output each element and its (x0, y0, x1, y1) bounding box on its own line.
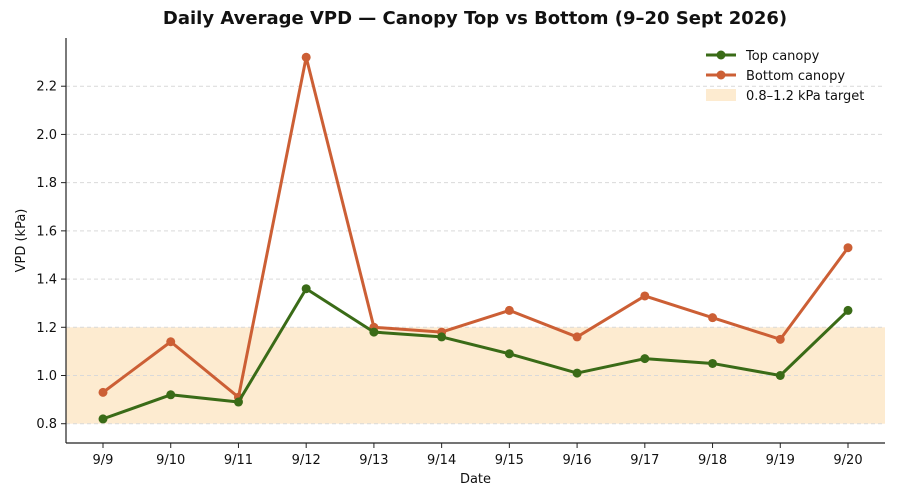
data-point (775, 334, 785, 344)
data-point (775, 371, 785, 380)
data-point (708, 358, 718, 368)
data-point (504, 305, 514, 315)
data-point (843, 243, 853, 253)
x-tick-label: 9/13 (359, 453, 388, 468)
data-point (437, 332, 447, 342)
data-point (640, 354, 650, 364)
x-tick-label: 9/12 (292, 453, 321, 468)
x-tick-label: 9/18 (698, 453, 727, 468)
chart-title: Daily Average VPD — Canopy Top vs Bottom… (162, 8, 788, 29)
data-point (843, 305, 853, 315)
x-tick-label: 9/9 (93, 453, 114, 468)
data-point (98, 387, 108, 397)
legend-item: Top canopy (706, 49, 820, 64)
y-tick-label: 2.2 (36, 80, 57, 95)
legend-marker (716, 70, 726, 80)
y-tick-label: 1.6 (36, 224, 57, 239)
series-line (102, 287, 850, 421)
legend-item: 0.8–1.2 kPa target (706, 89, 864, 104)
x-tick-label: 9/14 (427, 453, 456, 468)
x-tick-label: 9/15 (495, 453, 524, 468)
x-axis-label: Date (460, 472, 491, 487)
x-tick-label: 9/19 (766, 453, 795, 468)
x-tick-label: 9/10 (156, 453, 185, 468)
series-line (102, 55, 850, 399)
x-tick-label: 9/16 (562, 453, 591, 468)
x-tick-label: 9/20 (833, 453, 862, 468)
data-point (301, 52, 311, 62)
data-point (708, 313, 718, 323)
data-point (166, 390, 176, 400)
legend-label: Top canopy (745, 49, 820, 64)
y-tick-label: 2.0 (36, 128, 57, 143)
data-point (572, 368, 582, 378)
data-point (640, 291, 650, 301)
legend-label: 0.8–1.2 kPa target (746, 89, 864, 104)
data-point (233, 397, 243, 407)
series-top-canopy (98, 284, 853, 424)
series-bottom-canopy (98, 52, 853, 402)
y-tick-label: 1.2 (36, 321, 57, 336)
legend-marker (716, 50, 726, 60)
data-point (572, 332, 582, 342)
legend-swatch (706, 89, 736, 101)
y-tick-label: 0.8 (36, 417, 57, 432)
legend-label: Bottom canopy (746, 69, 845, 84)
x-tick-label: 9/17 (630, 453, 659, 468)
y-tick-label: 1.8 (36, 176, 57, 191)
data-point (98, 414, 108, 424)
data-point (504, 349, 514, 359)
data-point (369, 327, 379, 337)
data-point (166, 337, 176, 347)
y-tick-label: 1.4 (36, 273, 57, 288)
y-axis-label: VPD (kPa) (14, 209, 29, 273)
x-tick-label: 9/11 (224, 453, 253, 468)
legend-item: Bottom canopy (706, 69, 845, 84)
y-tick-label: 1.0 (36, 369, 57, 384)
data-point (301, 284, 311, 294)
